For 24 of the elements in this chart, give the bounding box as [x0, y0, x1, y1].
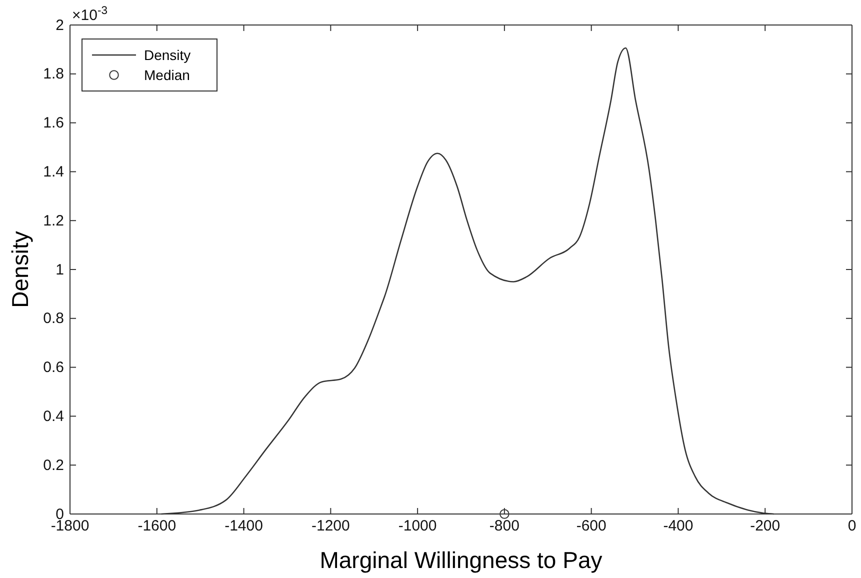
legend-label: Median [144, 67, 190, 83]
y-tick-label: 1.8 [43, 66, 64, 83]
y-tick-label: 2 [56, 16, 64, 34]
x-tick-label: -1200 [311, 518, 350, 535]
x-tick-label: -400 [663, 518, 694, 535]
y-tick-label: 0.4 [43, 408, 64, 425]
y-tick-label: 1.4 [43, 164, 64, 180]
y-tick-label: 0.8 [43, 310, 64, 328]
x-tick-label: -1400 [224, 518, 263, 535]
y-tick-label: 1.2 [43, 212, 64, 230]
y-tick-label: 1 [56, 261, 64, 278]
x-tick-label: 0 [848, 518, 856, 535]
x-axis-title: Marginal Willingness to Pay [320, 547, 603, 573]
x-tick-label: -1600 [138, 518, 176, 535]
legend-label: Density [144, 47, 191, 63]
y-tick-label: 0.2 [43, 456, 64, 474]
text: ×10$^{-3}$ [72, 5, 108, 24]
y-axis-title: Density [7, 230, 33, 308]
x-tick-label: -1000 [398, 518, 437, 535]
x-tick-label: -200 [750, 518, 780, 535]
x-tick-label: -600 [576, 518, 606, 535]
y-tick-label: 1.6 [43, 114, 64, 132]
x-tick-label: -800 [489, 518, 520, 535]
y-tick-label: 0.6 [43, 359, 64, 376]
